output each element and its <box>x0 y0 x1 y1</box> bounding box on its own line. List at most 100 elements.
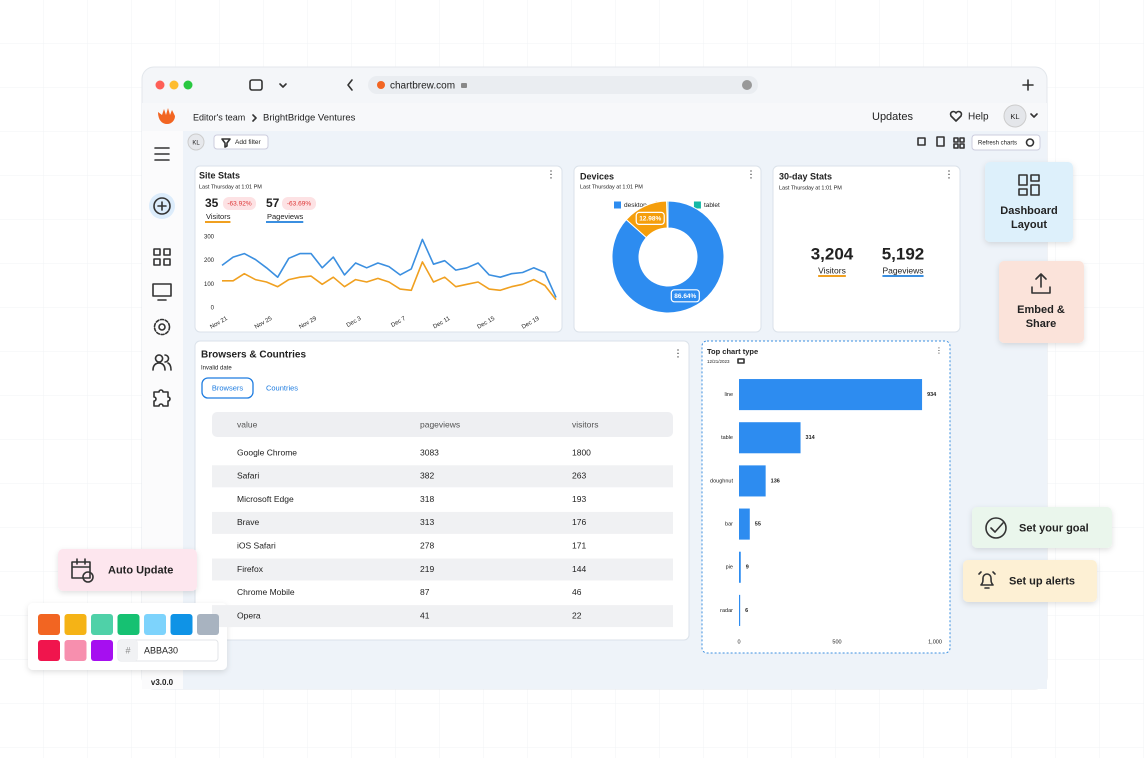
kpi-change-bg <box>223 197 256 210</box>
kpi-value: 35 <box>205 196 219 210</box>
auto-update-card[interactable] <box>58 549 197 591</box>
table-row-stripe <box>212 465 673 488</box>
table-row-stripe <box>212 605 673 628</box>
table-cell: Opera <box>237 610 261 620</box>
export-icon[interactable] <box>936 136 945 147</box>
help-link[interactable]: Help <box>968 112 989 123</box>
display-icon[interactable] <box>152 283 172 301</box>
new-tab[interactable] <box>1022 79 1034 91</box>
card-menu[interactable]: ⋮ <box>935 346 943 355</box>
legend-swatch <box>693 201 701 209</box>
add-plus <box>157 201 167 211</box>
table-cell: 318 <box>420 494 434 504</box>
site-stats-card <box>194 165 563 333</box>
table-cell: 382 <box>420 471 434 481</box>
table-cell: Chrome Mobile <box>237 587 295 597</box>
feature-label: Embed & <box>1017 304 1065 316</box>
close-button[interactable] <box>155 80 165 90</box>
layout-icon[interactable] <box>953 137 965 149</box>
table-cell: 219 <box>420 564 434 574</box>
dropdown-icon[interactable] <box>279 83 287 88</box>
card-menu[interactable]: ⋮ <box>546 170 556 181</box>
table-cell: 193 <box>572 494 586 504</box>
check-icon <box>985 517 1007 539</box>
sidebar-toggle[interactable] <box>249 79 263 91</box>
dashboards-icon[interactable] <box>153 248 171 266</box>
breadcrumb-project[interactable]: BrightBridge Ventures <box>263 113 356 124</box>
value-label: 136 <box>771 478 780 484</box>
card-menu[interactable]: ⋮ <box>944 170 954 181</box>
minimize-button[interactable] <box>169 80 179 90</box>
avatar[interactable] <box>1003 104 1027 128</box>
y-tick-label: doughnut <box>710 478 733 484</box>
feature-label: Set your goal <box>1019 522 1089 534</box>
color-swatch[interactable] <box>64 640 87 661</box>
color-swatch[interactable] <box>170 614 193 635</box>
feature-label: Layout <box>1011 219 1047 231</box>
value-label: 314 <box>806 435 816 441</box>
add-button[interactable] <box>153 197 171 215</box>
color-swatch[interactable] <box>64 614 87 635</box>
avatar-menu[interactable] <box>1030 113 1038 118</box>
layout-icon <box>1018 174 1040 196</box>
pie-segment <box>611 200 725 314</box>
bar <box>739 594 741 626</box>
display-icon <box>737 358 745 364</box>
tab-label[interactable]: Countries <box>266 383 298 392</box>
team-icon[interactable] <box>152 354 172 371</box>
y-tick-label: bar <box>725 522 733 528</box>
filter-avatar[interactable] <box>187 133 205 151</box>
table-cell: 1800 <box>572 447 591 457</box>
settings-icon[interactable] <box>158 323 166 331</box>
y-tick-label: line <box>724 392 733 398</box>
card-title: Site Stats <box>199 170 240 180</box>
card-subtitle: Invalid date <box>201 366 232 372</box>
card-menu[interactable]: ⋮ <box>673 349 683 360</box>
bar <box>739 551 741 583</box>
avatar-initials: KL <box>1010 112 1019 121</box>
back-button[interactable] <box>347 79 353 91</box>
refresh-button[interactable] <box>971 134 1041 151</box>
menu-icon[interactable] <box>154 147 170 161</box>
color-swatch[interactable] <box>144 614 166 635</box>
updates-link[interactable]: Updates <box>872 111 913 123</box>
breadcrumb-separator <box>252 114 257 122</box>
pie-segment <box>666 200 669 229</box>
goal-card[interactable] <box>972 507 1112 548</box>
table-cell: Brave <box>237 517 259 527</box>
address-bar[interactable] <box>368 76 758 94</box>
embed-share-card[interactable] <box>999 261 1084 343</box>
stat-label: Visitors <box>818 265 846 275</box>
site-favicon <box>377 81 385 89</box>
url: chartbrew.com <box>390 81 455 92</box>
dashboard-layout-card[interactable] <box>985 162 1073 242</box>
maximize-button[interactable] <box>183 80 193 90</box>
table-cell: 263 <box>572 471 586 481</box>
color-swatch[interactable] <box>91 614 113 635</box>
color-swatch[interactable] <box>38 640 60 661</box>
feature-label: Share <box>1026 318 1057 330</box>
help-icon <box>949 110 963 122</box>
card-subtitle: Last Thursday at 1:01 PM <box>199 184 262 190</box>
integrations-icon[interactable] <box>153 389 171 407</box>
color-swatch[interactable] <box>91 640 113 661</box>
card-menu[interactable]: ⋮ <box>746 170 756 181</box>
tab-active[interactable] <box>201 377 254 399</box>
card-title: 30-day Stats <box>779 171 832 181</box>
table-header <box>212 412 673 437</box>
y-tick-label: 0 <box>211 306 215 312</box>
value-label: 55 <box>755 522 761 528</box>
color-swatch[interactable] <box>117 614 140 635</box>
color-swatch[interactable] <box>197 614 219 635</box>
breadcrumb-team[interactable]: Editor's team <box>193 112 245 122</box>
feature-label: Set up alerts <box>1009 575 1075 587</box>
alerts-card[interactable] <box>963 560 1097 602</box>
legend-swatch <box>614 201 621 209</box>
table-cell: Firefox <box>237 564 264 574</box>
tab-label: Browsers <box>212 383 244 392</box>
color-swatch[interactable] <box>38 614 60 635</box>
refresh-icon <box>1025 138 1035 147</box>
copy-icon[interactable] <box>917 137 926 146</box>
page-options[interactable] <box>742 80 752 90</box>
